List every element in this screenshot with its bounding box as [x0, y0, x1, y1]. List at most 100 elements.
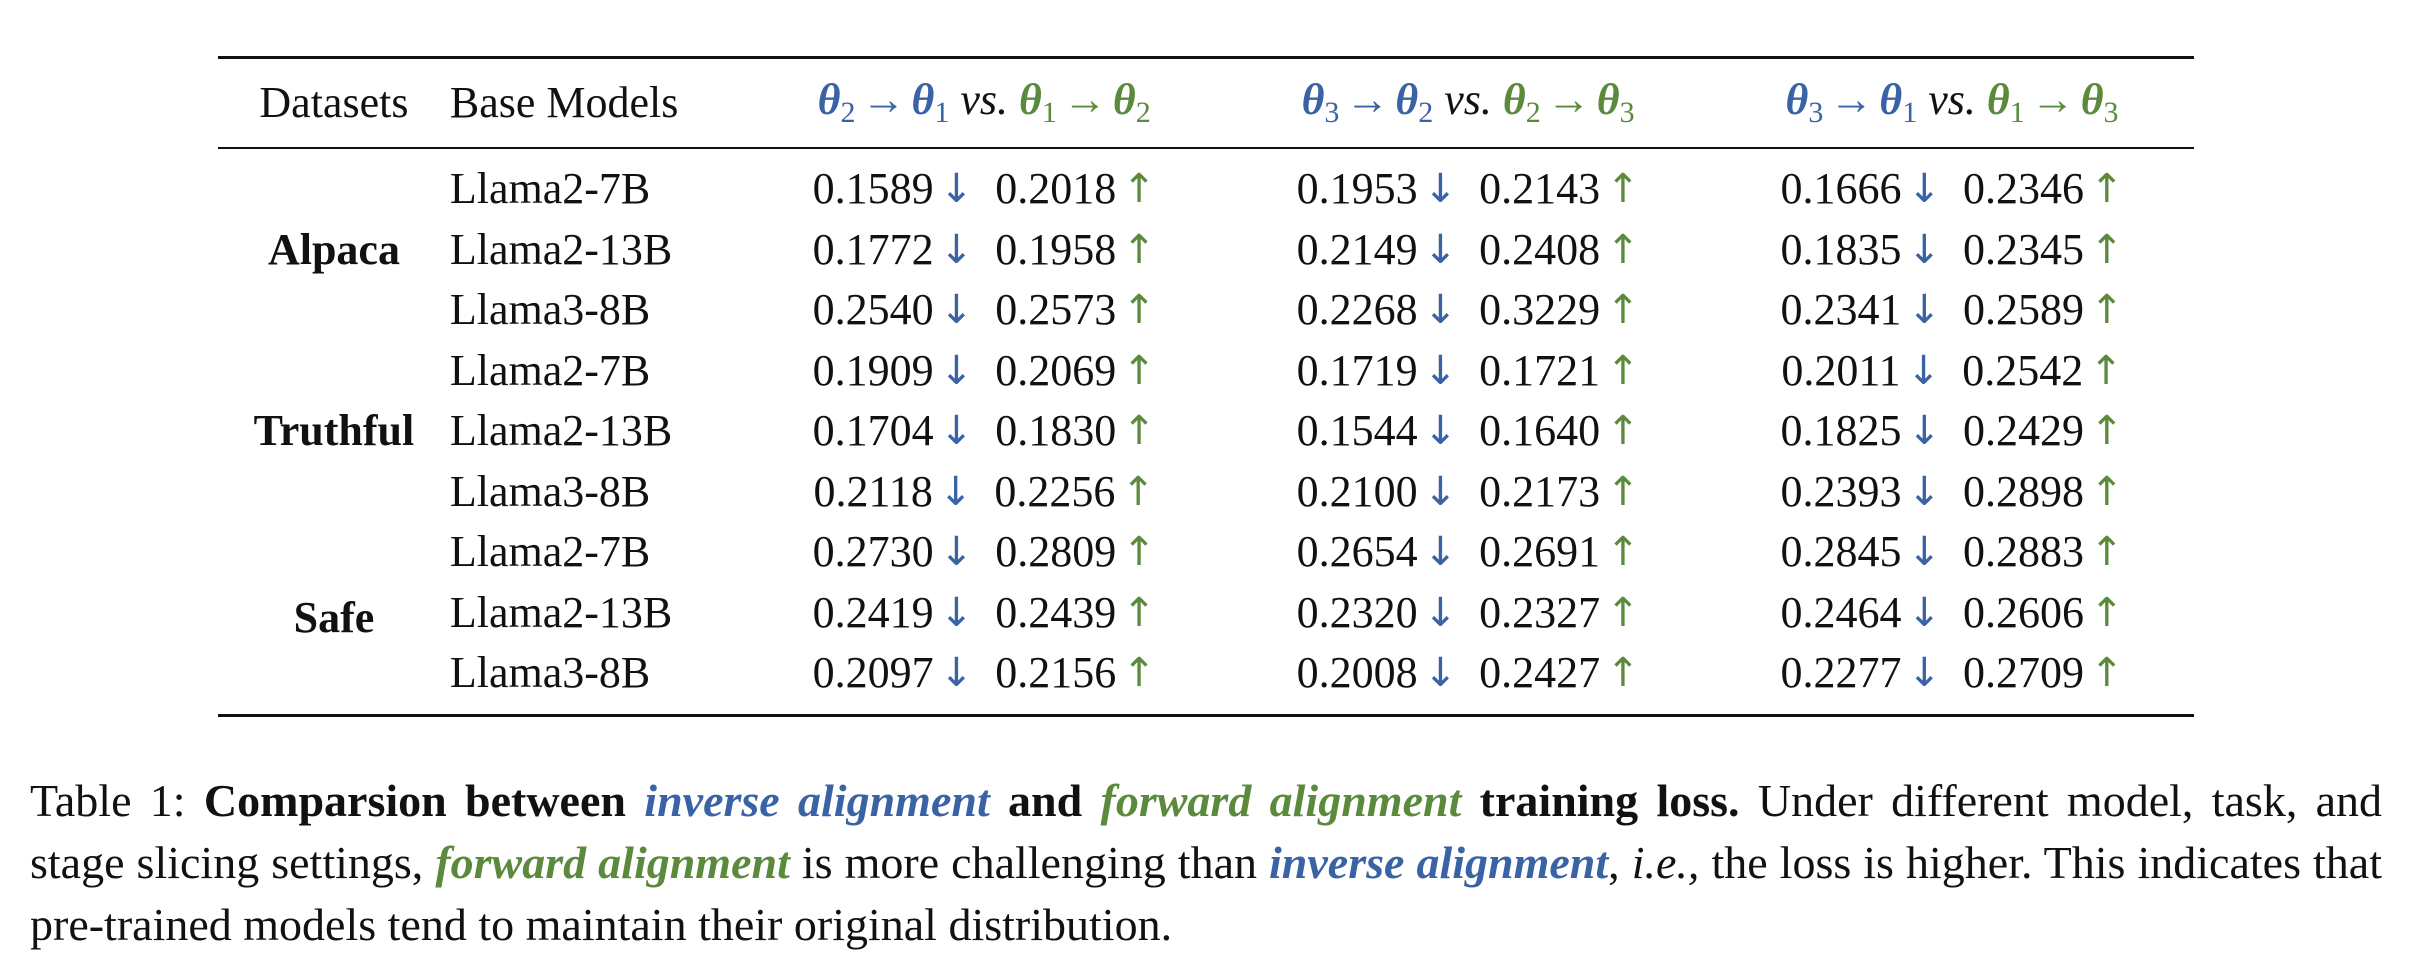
header-pair-1: θ2 → θ1 vs. θ1 → θ2	[817, 75, 1151, 129]
loss-number: 0.2654	[1296, 527, 1418, 577]
arrow-up-icon: ↑	[1122, 287, 1156, 334]
base-model-cell: Llama3-8B	[449, 466, 651, 516]
caption-forward-alignment: forward alignment	[1100, 775, 1462, 826]
arrow-down-icon: ↓	[1423, 650, 1458, 697]
loss-number: 0.2730	[812, 527, 934, 577]
table-row: Safe Llama2-7B 0.2730 ↓ 0.2809 ↑ 0.2654 ↓ 0.2691…	[218, 522, 2194, 639]
loss-number: 0.2008	[1296, 648, 1418, 698]
inverse-loss-value: 0.1666 ↓	[1781, 167, 1942, 211]
value-pair-cell: 0.2118 ↓ 0.2256 ↑	[742, 462, 1226, 523]
base-model-cell: Llama2-7B	[449, 527, 651, 577]
loss-number: 0.2589	[1963, 285, 2085, 335]
caption-bold-end: training loss.	[1479, 775, 1740, 826]
table-row: Llama2-13B 0.1704 ↓ 0.1830 ↑ 0.1544 ↓ 0.1640 ↑ 0.…	[218, 401, 2194, 462]
value-pair-cell: 0.2464 ↓ 0.2606 ↑	[1710, 583, 2194, 644]
table-body: Alpaca Llama2-7B 0.1589 ↓ 0.2018 ↑ 0.1953 ↓ 0.21…	[218, 149, 2194, 714]
loss-number: 0.2256	[994, 466, 1116, 516]
loss-number: 0.1544	[1296, 406, 1418, 456]
inverse-loss-value: 0.2419 ↓	[812, 587, 974, 637]
inverse-loss-value: 0.2118 ↓	[813, 466, 973, 516]
forward-loss-value: 0.3229 ↑	[1479, 288, 1640, 332]
loss-number: 0.2393	[1780, 466, 1902, 516]
value-pair-cell: 0.1666 ↓ 0.2346 ↑	[1710, 149, 2194, 220]
loss-number: 0.2143	[1479, 164, 1601, 214]
forward-loss-value: 0.1830 ↑	[995, 409, 1156, 453]
loss-number: 0.2345	[1963, 224, 2085, 274]
loss-number: 0.1909	[812, 345, 934, 395]
table-row: Llama3-8B 0.2540 ↓ 0.2573 ↑ 0.2268 ↓ 0.3229 ↑ 0.2…	[218, 280, 2194, 341]
arrow-up-icon: ↑	[1606, 226, 1640, 273]
base-model-cell: Llama3-8B	[449, 648, 651, 698]
value-pair-cell: 0.2393 ↓ 0.2898 ↑	[1710, 462, 2194, 523]
arrow-up-icon: ↑	[1121, 468, 1155, 515]
loss-number: 0.1589	[812, 164, 934, 214]
forward-loss-value: 0.1721 ↑	[1479, 345, 1640, 395]
forward-loss-value: 0.1640 ↑	[1479, 409, 1640, 453]
arrow-up-icon: ↑	[2090, 650, 2124, 697]
arrow-down-icon: ↓	[938, 468, 973, 515]
forward-loss-value: 0.2709 ↑	[1963, 651, 2124, 695]
loss-number: 0.2898	[1963, 466, 2085, 516]
arrow-up-icon: ↑	[1122, 408, 1156, 455]
value-pair-cell: 0.2320 ↓ 0.2327 ↑	[1226, 583, 1710, 644]
caption-text-2: is more challenging than	[801, 837, 1257, 888]
inverse-loss-value: 0.2277 ↓	[1781, 651, 1942, 695]
loss-number: 0.1958	[995, 224, 1117, 274]
inverse-loss-value: 0.2097 ↓	[813, 651, 974, 695]
loss-number: 0.2845	[1780, 527, 1902, 577]
base-model-cell: Llama2-7B	[449, 345, 651, 395]
value-pair-cell: 0.1909 ↓ 0.2069 ↑	[742, 341, 1226, 402]
value-pair-cell: 0.2011 ↓ 0.2542 ↑	[1710, 341, 2194, 402]
table-top-rule	[218, 56, 2194, 59]
dataset-label: Alpaca	[267, 224, 400, 274]
arrow-up-icon: ↑	[2090, 408, 2124, 455]
arrow-down-icon: ↓	[939, 347, 974, 394]
value-pair-cell: 0.2341 ↓ 0.2589 ↑	[1710, 280, 2194, 341]
loss-number: 0.2419	[812, 587, 934, 637]
forward-loss-value: 0.2429 ↑	[1963, 409, 2124, 453]
inverse-loss-value: 0.1953 ↓	[1297, 167, 1458, 211]
arrow-up-icon: ↑	[1122, 650, 1156, 697]
arrow-down-icon: ↓	[1423, 226, 1458, 273]
value-pair-cell: 0.2540 ↓ 0.2573 ↑	[742, 280, 1226, 341]
value-pair-cell: 0.1544 ↓ 0.1640 ↑	[1226, 401, 1710, 462]
table-row: Llama2-13B 0.1772 ↓ 0.1958 ↑ 0.2149 ↓ 0.2408 ↑ 0.…	[218, 220, 2194, 281]
value-pair-cell: 0.2277 ↓ 0.2709 ↑	[1710, 643, 2194, 714]
arrow-down-icon: ↓	[939, 529, 974, 576]
caption-forward-alignment-2: forward alignment	[435, 837, 790, 888]
forward-loss-value: 0.2883 ↑	[1963, 530, 2124, 574]
loss-number: 0.2018	[995, 164, 1117, 214]
table-header-row: Datasets Base Models θ2 → θ1 vs. θ1 → θ2 θ3 →…	[218, 59, 2194, 147]
forward-loss-value: 0.2589 ↑	[1963, 288, 2124, 332]
inverse-loss-value: 0.2393 ↓	[1780, 466, 1942, 516]
value-pair-cell: 0.2845 ↓ 0.2883 ↑	[1710, 522, 2194, 583]
table-header-rule	[218, 147, 2194, 149]
loss-number: 0.1835	[1780, 224, 1902, 274]
loss-number: 0.2573	[995, 285, 1117, 335]
loss-number: 0.1830	[995, 406, 1117, 456]
inverse-loss-value: 0.2320 ↓	[1297, 590, 1458, 635]
forward-loss-value: 0.2439 ↑	[995, 587, 1156, 637]
loss-number: 0.2429	[1963, 406, 2085, 456]
loss-number: 0.2069	[995, 345, 1117, 395]
forward-loss-value: 0.2143 ↑	[1479, 167, 1640, 211]
loss-number: 0.1772	[812, 224, 934, 274]
loss-number: 0.2439	[995, 587, 1117, 637]
arrow-up-icon: ↑	[2090, 166, 2124, 213]
arrow-down-icon: ↓	[1423, 166, 1458, 213]
loss-number: 0.1721	[1479, 345, 1601, 395]
arrow-down-icon: ↓	[939, 650, 974, 697]
loss-number: 0.2011	[1781, 345, 1901, 395]
loss-number: 0.2100	[1296, 466, 1418, 516]
inverse-loss-value: 0.2845 ↓	[1781, 530, 1942, 574]
table-row: Llama2-13B 0.2419 ↓ 0.2439 ↑ 0.2320 ↓ 0.2327 ↑ 0.…	[218, 583, 2194, 644]
loss-number: 0.2118	[813, 466, 933, 516]
arrow-down-icon: ↓	[1907, 529, 1942, 576]
dataset-label: Truthful	[253, 406, 415, 456]
loss-number: 0.2408	[1479, 224, 1601, 274]
value-pair-cell: 0.1825 ↓ 0.2429 ↑	[1710, 401, 2194, 462]
dataset-label: Safe	[293, 592, 375, 642]
loss-number: 0.1704	[812, 406, 934, 456]
arrow-up-icon: ↑	[1606, 650, 1640, 697]
arrow-up-icon: ↑	[1606, 589, 1640, 636]
